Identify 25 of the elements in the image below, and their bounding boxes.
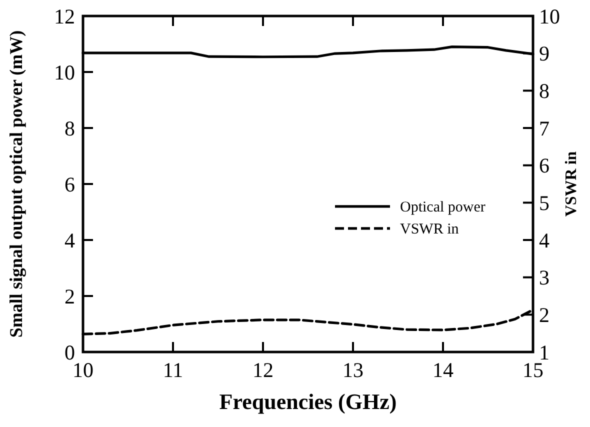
y-axis-title: Small signal output optical power (mW) <box>6 30 26 338</box>
y2-tick-label: 9 <box>539 42 550 66</box>
legend-label: Optical power <box>400 200 486 216</box>
x-tick-label: 13 <box>342 358 364 382</box>
x-tick-label: 12 <box>252 358 274 382</box>
y-tick-label: 4 <box>64 228 76 252</box>
y-tick-label: 12 <box>54 4 75 28</box>
y2-tick-label: 6 <box>539 154 550 178</box>
y-tick-label: 0 <box>64 340 75 364</box>
x-tick-label: 14 <box>432 358 454 382</box>
y2-tick-label: 8 <box>539 79 550 104</box>
y-tick-label: 2 <box>64 284 75 308</box>
y2-tick-label: 10 <box>539 4 560 28</box>
x-tick-label: 11 <box>162 358 184 382</box>
y2-tick-label: 2 <box>539 303 550 328</box>
legend-label: VSWR in <box>400 222 460 238</box>
y2-tick-label: 3 <box>539 266 550 290</box>
x-axis-title: Frequencies (GHz) <box>219 389 397 414</box>
y2-tick-label: 4 <box>539 228 550 252</box>
y-tick-label: 6 <box>64 172 75 196</box>
y2-tick-label: 7 <box>539 116 550 140</box>
y-tick-label: 8 <box>64 116 75 140</box>
y-tick-label: 10 <box>54 60 75 84</box>
y2-axis-title: VSWR in <box>563 151 580 217</box>
y2-tick-label: 5 <box>539 191 550 216</box>
